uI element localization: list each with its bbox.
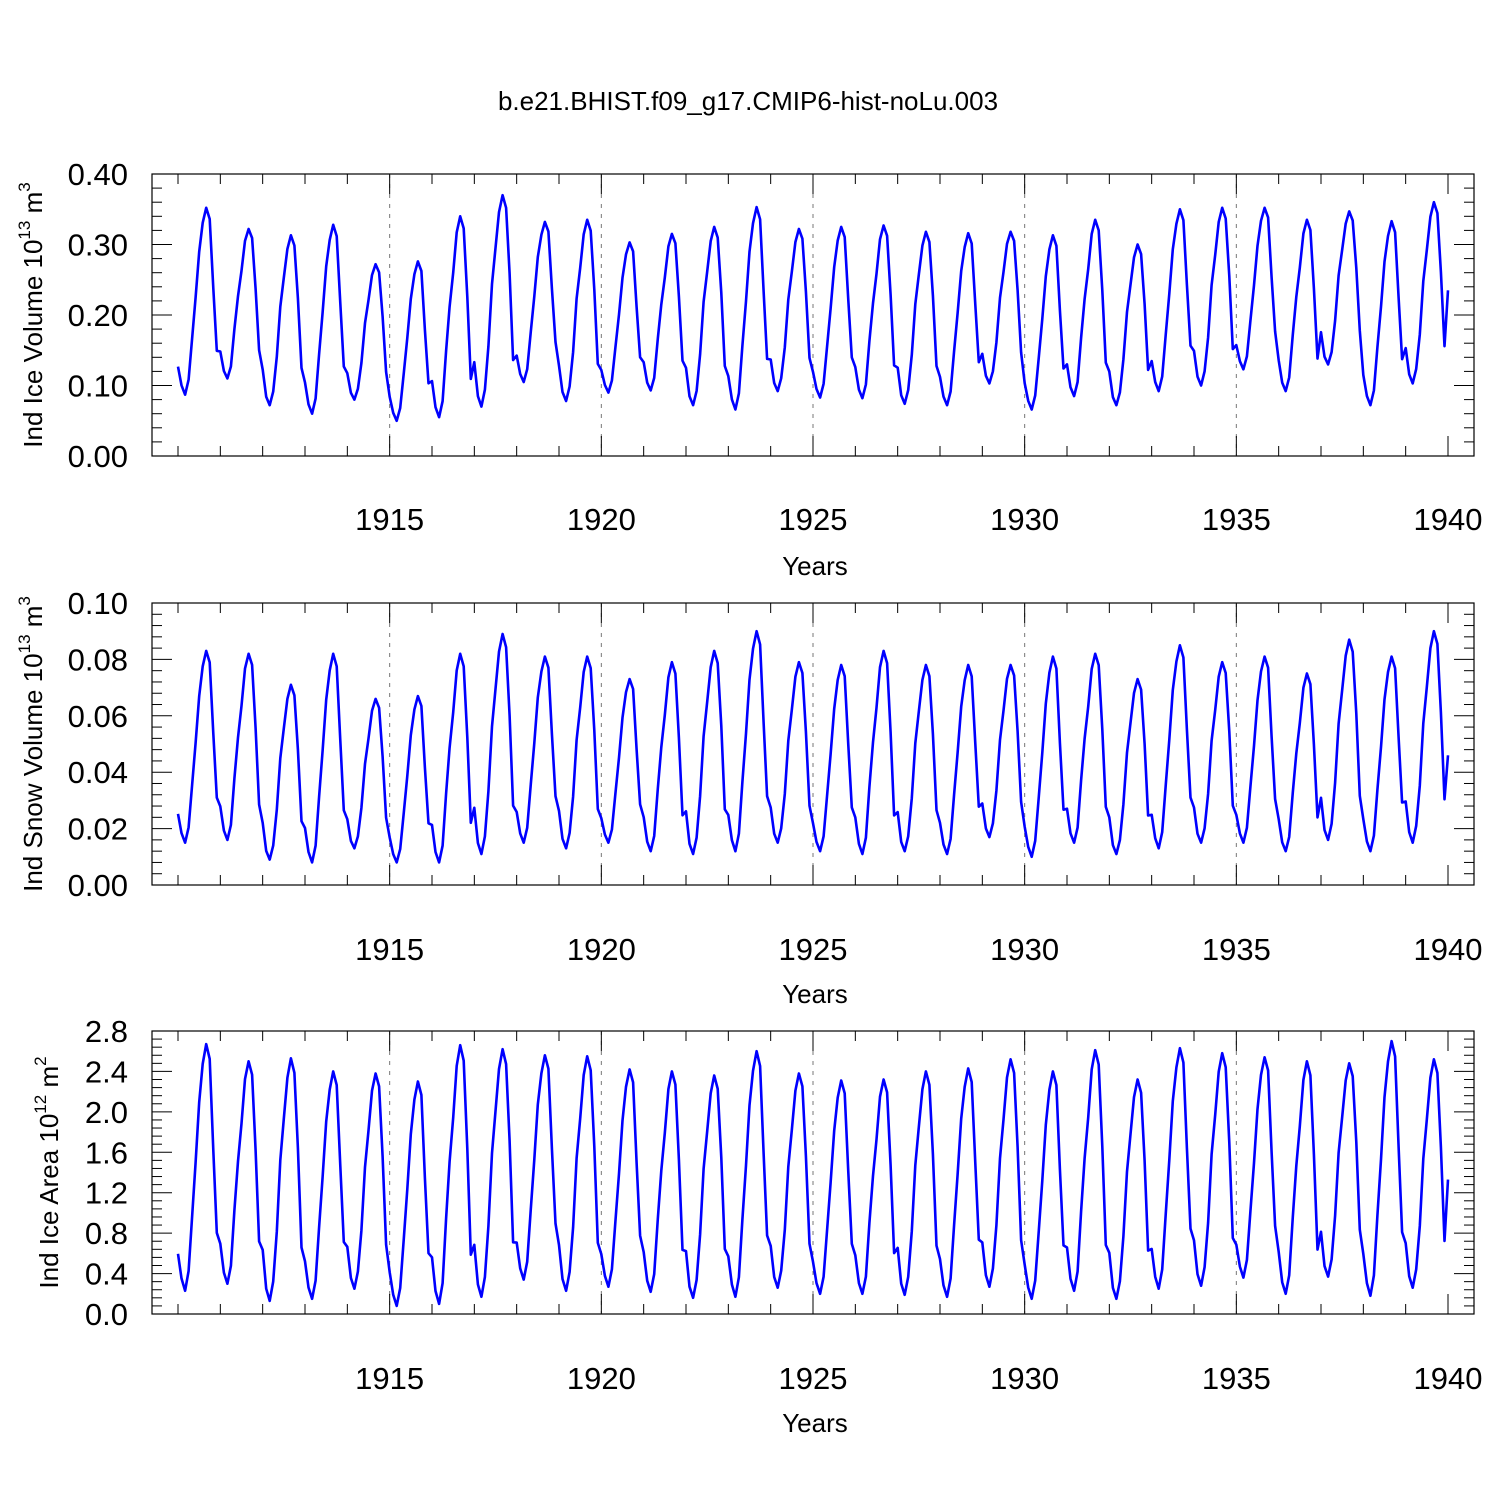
x-tick-label: 1935 [1202, 932, 1271, 967]
y-tick-label: 0.04 [68, 755, 128, 790]
x-tick-label: 1940 [1414, 1361, 1483, 1396]
x-tick-label: 1940 [1414, 932, 1483, 967]
x-tick-label: 1920 [567, 502, 636, 537]
panel-ice-volume: 0.00 0.10 0.20 0.30 0.40 1915 1920 1925 1930 1935… [15, 157, 1482, 581]
y-tick-label: 2.8 [85, 1014, 128, 1049]
y-tick-label: 2.4 [85, 1054, 128, 1089]
y-axis-title: Ind Ice Area 1012 m2 [31, 1056, 64, 1288]
y-tick-label: 0.40 [68, 157, 128, 192]
y-tick-label: 0.4 [85, 1257, 128, 1292]
x-tick-label: 1940 [1414, 502, 1483, 537]
figure-title: b.e21.BHIST.f09_g17.CMIP6-hist-noLu.003 [498, 86, 998, 116]
x-tick-label: 1935 [1202, 502, 1271, 537]
y-tick-label: 0.00 [68, 868, 128, 903]
panel-snow-volume: 0.00 0.02 0.04 0.06 0.08 0.10 1915 1920 1925 1930… [15, 586, 1482, 1009]
x-tick-label: 1915 [355, 932, 424, 967]
y-tick-label: 1.2 [85, 1176, 128, 1211]
y-tick-label: 0.20 [68, 298, 128, 333]
y-tick-label: 0.00 [68, 439, 128, 474]
y-tick-label: 0.0 [85, 1297, 128, 1332]
x-tick-label: 1925 [779, 932, 848, 967]
x-axis-title: Years [782, 551, 848, 581]
y-tick-label: 0.08 [68, 642, 128, 677]
x-tick-label: 1930 [990, 932, 1059, 967]
y-axis-title: Ind Snow Volume 1013 m3 [15, 596, 48, 892]
x-tick-label: 1930 [990, 502, 1059, 537]
x-tick-label: 1930 [990, 1361, 1059, 1396]
x-tick-label: 1925 [779, 502, 848, 537]
x-tick-label: 1935 [1202, 1361, 1271, 1396]
panel-ice-area: 0.0 0.4 0.8 1.2 1.6 2.0 2.4 2.8 1915 1920 1925 1930… [31, 1014, 1482, 1438]
x-tick-label: 1925 [779, 1361, 848, 1396]
x-tick-label: 1920 [567, 1361, 636, 1396]
y-axis-title: Ind Ice Volume 1013 m3 [15, 182, 48, 447]
series-line [176, 629, 1450, 864]
y-tick-label: 1.6 [85, 1135, 128, 1170]
y-tick-label: 0.8 [85, 1216, 128, 1251]
x-tick-label: 1915 [355, 502, 424, 537]
y-tick-label: 2.0 [85, 1095, 128, 1130]
x-axis-title: Years [782, 1408, 848, 1438]
y-tick-label: 0.02 [68, 812, 128, 847]
y-tick-label: 0.30 [68, 228, 128, 263]
y-tick-label: 0.10 [68, 369, 128, 404]
y-tick-label: 0.10 [68, 586, 128, 621]
series-line [176, 193, 1450, 423]
x-tick-label: 1920 [567, 932, 636, 967]
series-line [176, 1039, 1450, 1308]
y-tick-label: 0.06 [68, 699, 128, 734]
x-axis-title: Years [782, 979, 848, 1009]
x-tick-label: 1915 [355, 1361, 424, 1396]
